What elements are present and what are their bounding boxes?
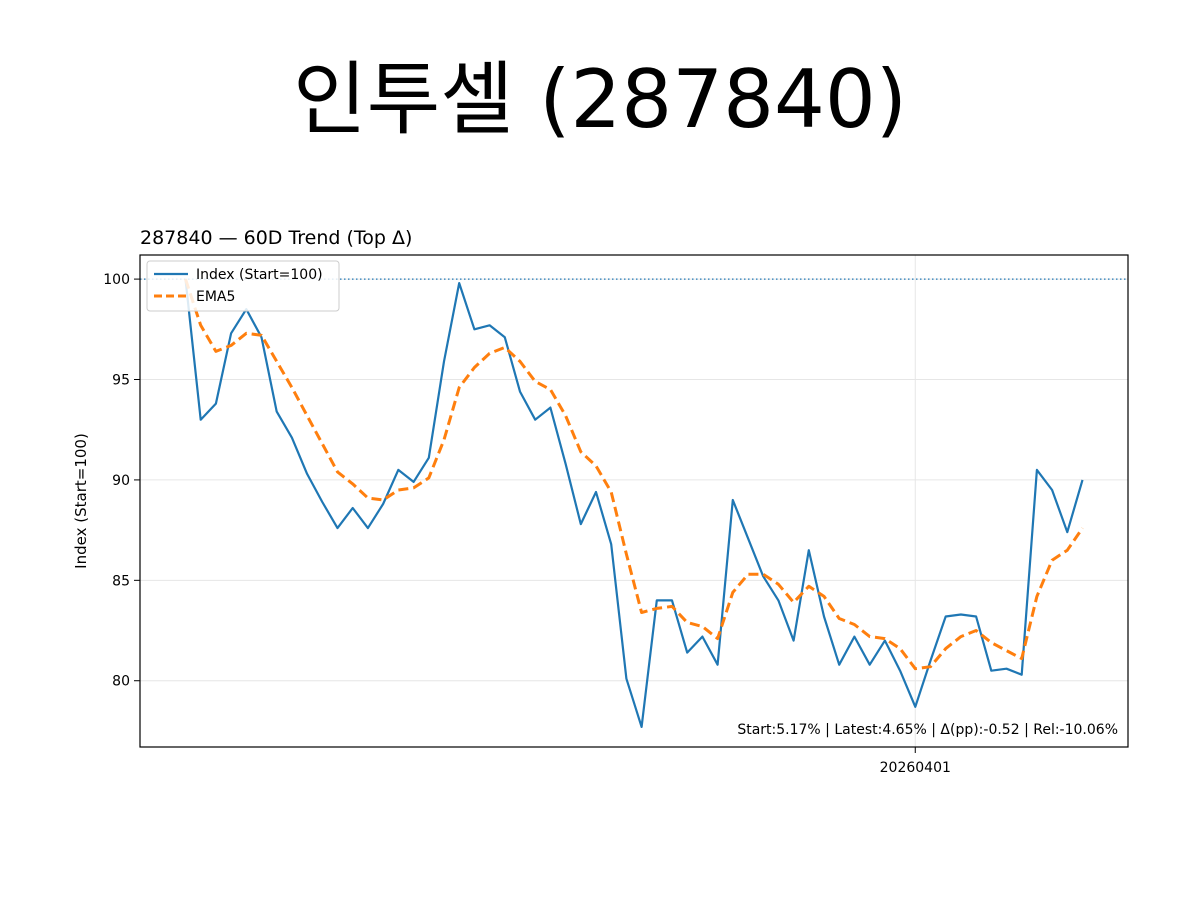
y-tick-label: 85 — [112, 573, 130, 589]
y-tick-label: 100 — [103, 272, 130, 288]
series-layer — [184, 278, 1084, 729]
legend-box — [146, 260, 340, 312]
series-line-ema5 — [184, 278, 1084, 671]
plot-frame — [139, 254, 1129, 748]
legend-label-index: Index (Start=100) — [196, 267, 323, 283]
legend: Index (Start=100) EMA5 — [146, 260, 340, 312]
y-tick-label: 95 — [112, 373, 130, 389]
y-axis-title: Index (Start=100) — [72, 433, 90, 569]
y-tick-label: 90 — [112, 473, 130, 489]
page-title: 인투셀 (287840) — [292, 53, 908, 146]
x-tick-label: 20260401 — [880, 760, 951, 776]
y-axis: 80 85 90 95 100 — [103, 272, 140, 690]
x-axis: 20260401 — [880, 747, 951, 776]
y-tick-label: 80 — [112, 674, 130, 690]
legend-label-ema5: EMA5 — [196, 289, 235, 305]
stats-annotation: Start:5.17% | Latest:4.65% | Δ(pp):-0.52… — [737, 722, 1118, 738]
grid — [140, 255, 1128, 747]
chart-title: 287840 — 60D Trend (Top Δ) — [140, 227, 412, 249]
series-line-index — [184, 278, 1084, 729]
